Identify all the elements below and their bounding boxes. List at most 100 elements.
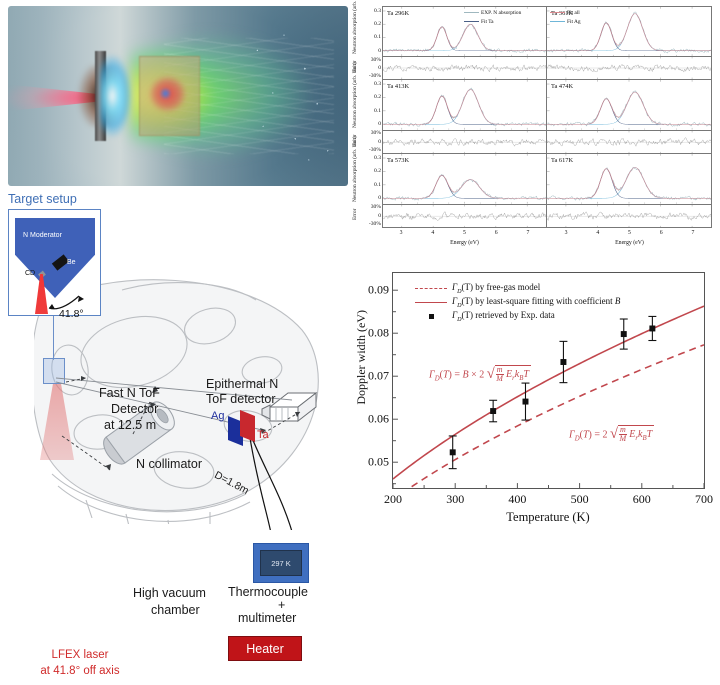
absorption-x-tick: 5 xyxy=(628,230,631,236)
error-subplot xyxy=(547,55,711,79)
lfex-laser-caption: LFEX laser at 41.8° off axis xyxy=(6,643,154,685)
legend-label-freegas: ΓD(T) by free-gas model xyxy=(452,281,541,295)
absorption-x-axis-title: Energy (eV) xyxy=(450,240,479,246)
absorption-y-tick: 0.3 xyxy=(374,7,381,14)
multimeter-display: 297 K xyxy=(260,550,302,576)
doppler-plot-svg xyxy=(393,289,704,488)
moderator-label: N Moderator xyxy=(23,232,62,239)
core-spot xyxy=(159,87,171,100)
absorption-subplot xyxy=(547,154,711,204)
doppler-x-axis-title: Temperature (K) xyxy=(506,510,590,524)
experimental-setup-schematic: Target setup N Moderator Be CD 41.8° xyxy=(0,186,355,685)
doppler-x-tick: 300 xyxy=(446,492,465,506)
doppler-y-tick: 0.09 xyxy=(368,282,389,297)
absorption-y-axis-title: Neutron absorption (arb. Unit) xyxy=(352,136,358,202)
legend-row-exp: ΓD(T) retrieved by Exp. data xyxy=(415,309,665,323)
plasma-burst xyxy=(99,45,141,147)
doppler-width-panel: Doppler width (eV) ΓD(T) by free-gas mod… xyxy=(352,262,720,530)
panel-temperature-tag: Ta 413K xyxy=(387,83,410,90)
square-marker-swatch xyxy=(415,313,447,319)
collimator-label: N collimator xyxy=(136,457,202,471)
temperature-readout: 297 K xyxy=(271,558,291,568)
absorption-x-tick: 6 xyxy=(494,230,498,236)
absorption-x-tick: 6 xyxy=(659,230,663,236)
vacuum-chamber-label-line2: chamber xyxy=(151,603,200,617)
neutron-collimator xyxy=(103,401,175,465)
error-y-axis-title: Error xyxy=(352,208,358,220)
absorption-x-axis-title: Energy (eV) xyxy=(615,240,644,246)
fast-detector-label-line3: at 12.5 m xyxy=(104,418,157,432)
absorption-x-tick: 4 xyxy=(431,230,435,236)
absorption-y-tick: 0 xyxy=(378,47,381,54)
panel-temperature-tag: Ta 361K xyxy=(551,10,574,17)
error-subplot: 30% 0 -30% xyxy=(369,55,546,79)
absorption-y-tick: 0.1 xyxy=(374,34,381,41)
panel-temperature-tag: Ta 474K xyxy=(551,83,574,90)
epithermal-tof-detector xyxy=(261,391,318,423)
equation-fit: ΓD(T) = B × 2 √ m M ErkBT xyxy=(429,365,531,384)
doppler-x-tick: 500 xyxy=(570,492,589,506)
panel-temperature-tag: Ta 617K xyxy=(551,157,574,164)
legend-label: EXP. N absorption xyxy=(481,9,522,16)
epithermal-detector-label-line1: Epithermal N xyxy=(206,377,279,391)
dashed-line-swatch xyxy=(415,287,447,289)
absorption-panel-296k: Ta 296K 0.3 0.2 0.1 0 30% 0 -30% xyxy=(369,6,547,80)
be-label: Be xyxy=(67,259,76,266)
panel-temperature-tag: Ta 296K xyxy=(387,10,410,17)
absorption-y-tick: 0.2 xyxy=(374,94,381,101)
ag-label: Ag xyxy=(211,410,225,422)
legend-line-swatch xyxy=(550,12,565,13)
cd-label: CD xyxy=(25,270,36,277)
solid-line-swatch xyxy=(415,301,447,303)
absorption-y-tick: 0.2 xyxy=(374,21,381,28)
absorption-legend: EXP. N absorption Fit all Fit Ta Fit Ag xyxy=(464,8,650,28)
absorption-y-tick: 0.3 xyxy=(374,155,381,162)
error-y-tick: -30% xyxy=(368,221,381,228)
absorption-x-tick: 3 xyxy=(564,230,568,236)
legend-item: Fit Ag xyxy=(550,17,650,26)
absorption-subplot xyxy=(547,7,711,56)
legend-row-freegas: ΓD(T) by free-gas model xyxy=(415,281,665,295)
absorption-x-tick-row: 3 4 5 6 7 3 4 5 6 7 xyxy=(382,230,712,240)
legend-label-fit: ΓD(T) by least-square fitting with coeff… xyxy=(452,295,621,309)
thermocouple-multimeter-device: 297 K xyxy=(253,543,309,583)
doppler-y-tick: 0.07 xyxy=(368,368,389,383)
legend-label-exp: ΓD(T) retrieved by Exp. data xyxy=(452,309,555,323)
inset-connector-line xyxy=(53,316,55,360)
legend-label: Fit Ag xyxy=(567,18,581,25)
vacuum-chamber-drawing xyxy=(34,279,319,524)
absorption-x-tick: 7 xyxy=(691,230,695,236)
ta-label: Ta xyxy=(257,429,269,441)
absorption-panel-413k: Ta 413K 0.3 0.2 0.1 0 30% 0 -30% xyxy=(369,80,547,154)
heater-device: Heater xyxy=(228,636,302,661)
absorption-subplot: 0.3 0.2 0.1 0 xyxy=(374,7,546,56)
doppler-y-tick: 0.08 xyxy=(368,325,389,340)
error-y-tick: 0 xyxy=(378,138,381,145)
target-position-marker xyxy=(43,358,65,384)
error-y-tick: -30% xyxy=(368,73,381,80)
doppler-plot-area: ΓD(T) by free-gas model ΓD(T) by least-s… xyxy=(368,272,713,506)
fast-detector-label-line1: Fast N ToF xyxy=(99,386,160,400)
inset-angle-label: 41.8° xyxy=(59,308,84,320)
legend-item: Fit Ta xyxy=(464,17,550,26)
simulation-visualization xyxy=(8,6,348,186)
error-subplot xyxy=(547,129,711,153)
doppler-y-tick: 0.06 xyxy=(368,411,389,426)
equation-freegas: ΓD(T) = 2 √ m M ErkBT xyxy=(569,425,655,444)
absorption-panel-617k: Ta 617K xyxy=(547,154,712,228)
absorption-y-axis-title: Neutron absorption (arb. Unit) xyxy=(352,0,358,54)
absorption-x-tick: 5 xyxy=(463,230,466,236)
absorption-x-tick: 7 xyxy=(526,230,530,236)
absorption-y-tick: 0.2 xyxy=(374,168,381,175)
vacuum-chamber-label-line1: High vacuum xyxy=(133,586,206,600)
error-y-tick: 0 xyxy=(378,212,381,219)
background-specks xyxy=(246,20,342,172)
absorption-y-tick: 0.1 xyxy=(374,181,381,188)
thermocouple-label-plus: + xyxy=(278,598,286,612)
doppler-legend: ΓD(T) by free-gas model ΓD(T) by least-s… xyxy=(415,281,665,323)
legend-label: Fit all xyxy=(567,9,580,16)
absorption-spectra-panel: Neutron absorption (arb. Unit) Error Neutr… xyxy=(352,0,720,258)
absorption-x-tick: 3 xyxy=(399,230,403,236)
epithermal-detector-label-line2: ToF detector xyxy=(206,392,276,406)
lfex-label-line2: at 41.8° off axis xyxy=(40,665,120,677)
